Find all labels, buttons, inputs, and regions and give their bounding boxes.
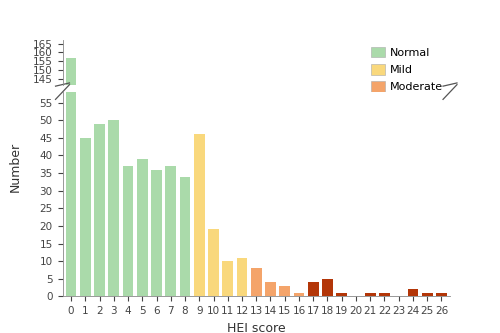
Bar bbox=[180, 277, 190, 333]
Bar bbox=[322, 329, 333, 333]
Bar bbox=[322, 279, 333, 296]
Bar bbox=[365, 293, 376, 296]
Bar bbox=[66, 58, 76, 333]
Bar bbox=[222, 320, 233, 333]
Bar bbox=[108, 249, 119, 333]
Bar bbox=[408, 289, 418, 296]
Bar bbox=[379, 293, 390, 296]
Bar bbox=[422, 293, 432, 296]
Bar bbox=[251, 324, 262, 333]
Bar bbox=[194, 256, 204, 333]
Bar bbox=[265, 282, 276, 296]
Bar bbox=[166, 272, 176, 333]
Bar bbox=[308, 331, 318, 333]
Bar bbox=[280, 332, 290, 333]
Bar bbox=[208, 304, 219, 333]
Bar bbox=[236, 258, 248, 296]
Bar bbox=[122, 166, 134, 296]
Bar bbox=[294, 293, 304, 296]
Bar bbox=[94, 250, 105, 333]
Bar bbox=[280, 286, 290, 296]
Bar bbox=[137, 159, 147, 296]
Bar bbox=[151, 274, 162, 333]
Bar bbox=[137, 268, 147, 333]
Bar bbox=[108, 120, 119, 296]
Text: Number: Number bbox=[8, 142, 22, 191]
X-axis label: HEI score: HEI score bbox=[227, 322, 286, 333]
Bar bbox=[80, 257, 90, 333]
Bar bbox=[308, 282, 318, 296]
Bar bbox=[166, 166, 176, 296]
Bar bbox=[265, 331, 276, 333]
Bar bbox=[66, 0, 76, 296]
Legend: Normal, Mild, Moderate, Severe: Normal, Mild, Moderate, Severe bbox=[367, 42, 448, 114]
Bar bbox=[122, 272, 134, 333]
Bar bbox=[251, 268, 262, 296]
Bar bbox=[208, 229, 219, 296]
Bar bbox=[236, 318, 248, 333]
Bar bbox=[94, 124, 105, 296]
Bar bbox=[151, 169, 162, 296]
Bar bbox=[180, 176, 190, 296]
Bar bbox=[336, 293, 347, 296]
Bar bbox=[222, 261, 233, 296]
Bar bbox=[436, 293, 447, 296]
Bar bbox=[194, 134, 204, 296]
Bar bbox=[80, 138, 90, 296]
